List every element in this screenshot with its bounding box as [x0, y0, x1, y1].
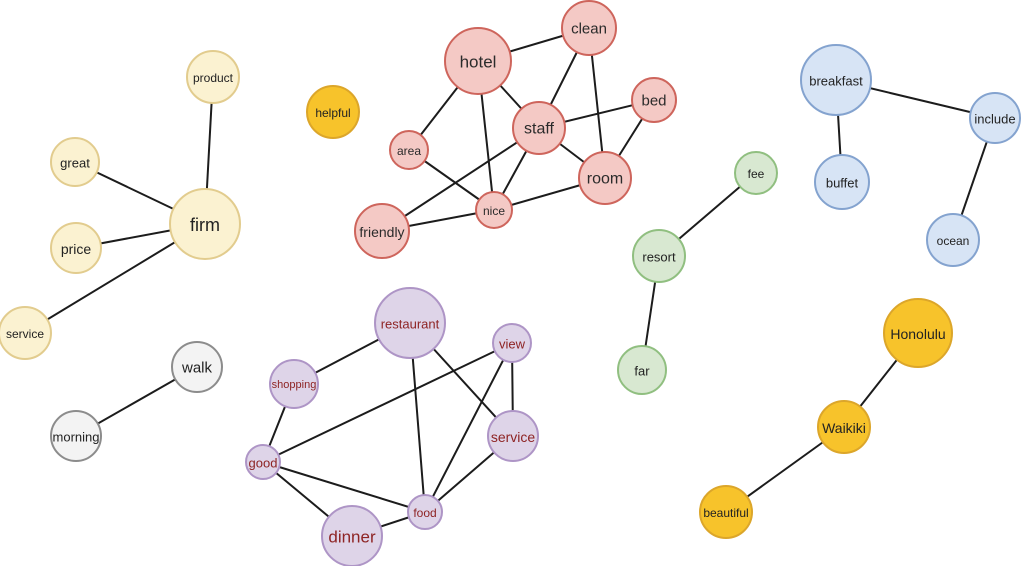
- node-service_y-circle[interactable]: [0, 306, 52, 360]
- node-resort-circle[interactable]: [632, 229, 686, 283]
- node-staff-circle[interactable]: [512, 101, 566, 155]
- node-room-circle[interactable]: [578, 151, 632, 205]
- node-friendly-circle[interactable]: [354, 203, 410, 259]
- node-walk-circle[interactable]: [171, 341, 223, 393]
- node-view-circle[interactable]: [492, 323, 532, 363]
- edge-staff-friendly: [381, 127, 540, 232]
- node-product-circle[interactable]: [186, 50, 240, 104]
- node-bed[interactable]: bed: [631, 77, 677, 123]
- node-dinner-circle[interactable]: [321, 505, 383, 566]
- node-firm[interactable]: firm: [169, 188, 241, 260]
- node-restaurant[interactable]: restaurant: [374, 287, 446, 359]
- node-clean-circle[interactable]: [561, 0, 617, 56]
- node-morning[interactable]: morning: [50, 410, 102, 462]
- node-breakfast-circle[interactable]: [800, 44, 872, 116]
- node-product[interactable]: product: [186, 50, 240, 104]
- node-food-circle[interactable]: [407, 494, 443, 530]
- node-good-circle[interactable]: [245, 444, 281, 480]
- node-morning-circle[interactable]: [50, 410, 102, 462]
- node-friendly[interactable]: friendly: [354, 203, 410, 259]
- node-hotel[interactable]: hotel: [444, 27, 512, 95]
- node-beautiful[interactable]: beautiful: [699, 485, 753, 539]
- node-service_p-circle[interactable]: [487, 410, 539, 462]
- node-resort[interactable]: resort: [632, 229, 686, 283]
- node-honolulu-circle[interactable]: [883, 298, 953, 368]
- node-food[interactable]: food: [407, 494, 443, 530]
- node-honolulu[interactable]: Honolulu: [883, 298, 953, 368]
- node-helpful-circle[interactable]: [306, 85, 360, 139]
- node-buffet[interactable]: buffet: [814, 154, 870, 210]
- node-far-circle[interactable]: [617, 345, 667, 395]
- node-waikiki[interactable]: Waikiki: [817, 400, 871, 454]
- node-breakfast[interactable]: breakfast: [800, 44, 872, 116]
- node-helpful[interactable]: helpful: [306, 85, 360, 139]
- node-waikiki-circle[interactable]: [817, 400, 871, 454]
- node-ocean-circle[interactable]: [926, 213, 980, 267]
- node-beautiful-circle[interactable]: [699, 485, 753, 539]
- node-shopping[interactable]: shopping: [269, 359, 319, 409]
- node-include-circle[interactable]: [969, 92, 1021, 144]
- node-far[interactable]: far: [617, 345, 667, 395]
- node-nice-circle[interactable]: [475, 191, 513, 229]
- node-fee[interactable]: fee: [734, 151, 778, 195]
- node-staff[interactable]: staff: [512, 101, 566, 155]
- node-service_y[interactable]: service: [0, 306, 52, 360]
- node-clean[interactable]: clean: [561, 0, 617, 56]
- node-hotel-circle[interactable]: [444, 27, 512, 95]
- node-buffet-circle[interactable]: [814, 154, 870, 210]
- node-area[interactable]: area: [389, 130, 429, 170]
- node-view[interactable]: view: [492, 323, 532, 363]
- node-walk[interactable]: walk: [171, 341, 223, 393]
- node-great-circle[interactable]: [50, 137, 100, 187]
- node-price[interactable]: price: [50, 222, 102, 274]
- node-include[interactable]: include: [969, 92, 1021, 144]
- edge-good-view: [262, 342, 513, 463]
- node-service_p[interactable]: service: [487, 410, 539, 462]
- edge-view-food: [424, 342, 513, 513]
- node-good[interactable]: good: [245, 444, 281, 480]
- edge-good-food: [262, 461, 426, 513]
- node-restaurant-circle[interactable]: [374, 287, 446, 359]
- node-shopping-circle[interactable]: [269, 359, 319, 409]
- node-ocean[interactable]: ocean: [926, 213, 980, 267]
- node-great[interactable]: great: [50, 137, 100, 187]
- node-firm-circle[interactable]: [169, 188, 241, 260]
- node-price-circle[interactable]: [50, 222, 102, 274]
- node-nice[interactable]: nice: [475, 191, 513, 229]
- node-fee-circle[interactable]: [734, 151, 778, 195]
- node-area-circle[interactable]: [389, 130, 429, 170]
- node-room[interactable]: room: [578, 151, 632, 205]
- node-bed-circle[interactable]: [631, 77, 677, 123]
- node-dinner[interactable]: dinner: [321, 505, 383, 566]
